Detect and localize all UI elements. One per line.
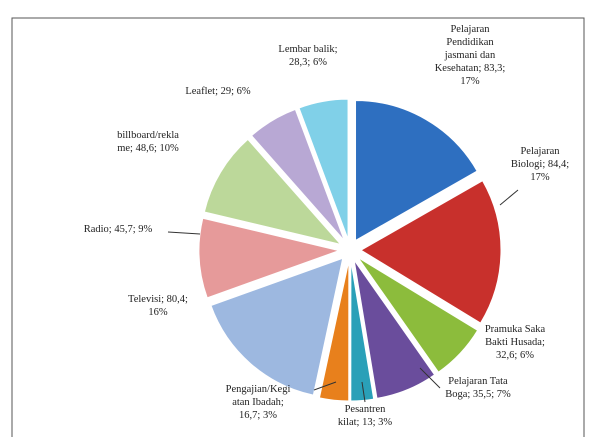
slice-label: 16% xyxy=(148,307,168,318)
slice-label: jasmani dan xyxy=(444,50,496,61)
slice-label: Televisi; 80,4; xyxy=(128,294,188,305)
pie-slice xyxy=(210,257,344,396)
slice-label: Pendidikan xyxy=(446,37,494,48)
slice-label: Pelajaran Tata xyxy=(448,376,508,387)
pie-slice xyxy=(298,98,349,240)
slice-label: 16,7; 3% xyxy=(239,410,277,421)
slice-label: kilat; 13; 3% xyxy=(338,417,392,428)
pie-slice xyxy=(198,217,341,299)
slice-label: Pesantren xyxy=(345,404,387,415)
slice-label: billboard/rekla xyxy=(117,130,179,141)
slice-label: atan Ibadah; xyxy=(232,397,284,408)
slice-label: Leaflet; 29; 6% xyxy=(185,86,251,97)
pie-slice xyxy=(353,259,436,399)
pie-slice xyxy=(357,257,479,373)
slice-label: 17% xyxy=(460,76,480,87)
chart-frame xyxy=(11,17,585,437)
slice-label: Pelajaran xyxy=(520,146,560,157)
pie-slice xyxy=(203,138,342,246)
slice-label: 32,6; 6% xyxy=(496,350,534,361)
slice-label: Radio; 45,7; 9% xyxy=(84,224,153,235)
leader-line xyxy=(361,381,366,403)
pie-slice xyxy=(350,260,375,402)
pie-slice xyxy=(250,108,345,241)
slice-label: 28,3; 6% xyxy=(289,57,327,68)
slice-label: Pramuka Saka xyxy=(485,324,546,335)
pie-slice xyxy=(360,180,502,324)
slice-label: Pelajaran xyxy=(450,24,490,35)
pie-slice xyxy=(355,99,478,242)
leader-line xyxy=(499,189,519,206)
pie-slice xyxy=(318,260,350,402)
leader-line xyxy=(313,381,337,391)
slice-label: Lembar balik; xyxy=(278,44,337,55)
slice-label: 17% xyxy=(530,172,550,183)
slice-label: Kesehatan; 83,3; xyxy=(435,63,506,74)
leader-line xyxy=(419,367,441,389)
slice-label: me; 48,6; 10% xyxy=(117,143,179,154)
slice-label: Boga; 35,5; 7% xyxy=(445,389,511,400)
slice-label: Pengajian/Kegi xyxy=(226,384,291,395)
leader-line xyxy=(167,231,201,235)
slice-label: Biologi; 84,4; xyxy=(511,159,569,170)
slice-label: Bakti Husada; xyxy=(485,337,545,348)
